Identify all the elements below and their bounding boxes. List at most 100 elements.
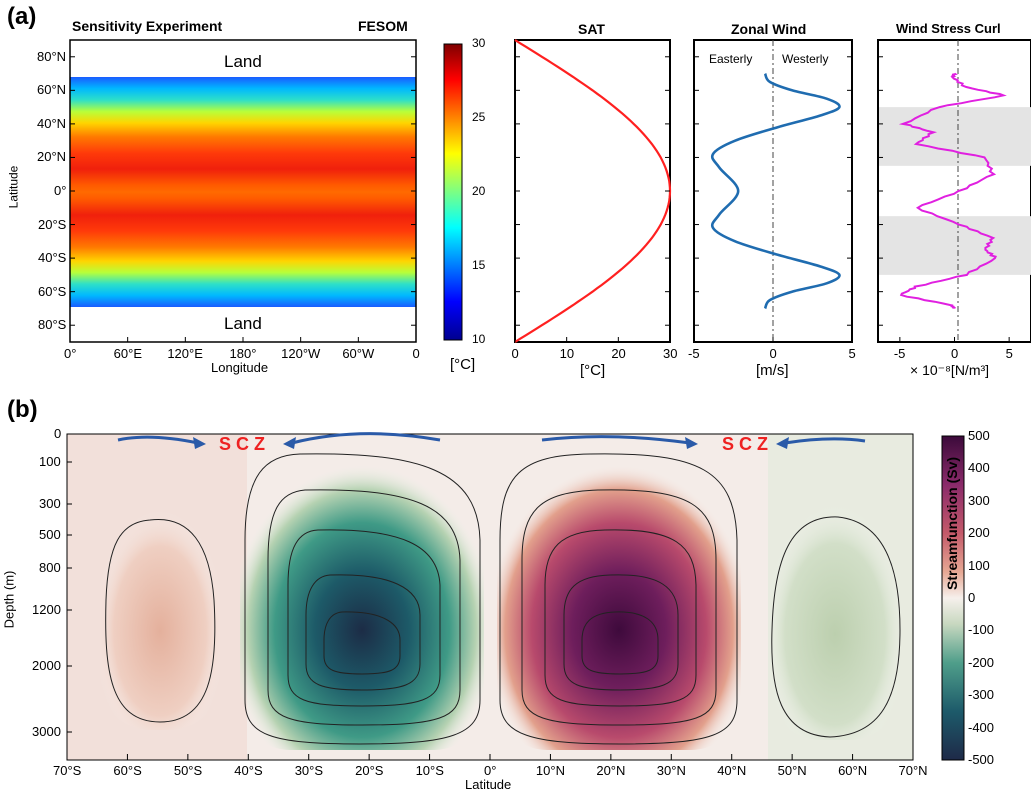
zonal-wind-curve [710,72,841,310]
land-top-label: Land [224,52,262,71]
streamfunction-ytick-label: 3000 [32,724,61,739]
streamfunction-xtick-label: 50°N [777,763,807,778]
streamfunction-colorbar-tick: 0 [968,590,976,605]
contour-south-3 [287,529,441,707]
contour-south-1 [244,453,481,745]
wind-stress-curl-curve [898,72,1007,309]
temperature-colorbar [443,43,463,341]
panel-a-letter: (a) [7,3,37,30]
map-ytick-label: 60°N [37,82,67,98]
curl-title: Wind Stress Curl [896,21,1001,36]
streamfunction-ytick-label: 300 [39,496,61,511]
map-ytick-label: 40°S [38,250,67,266]
streamfunction-xlabel: Latitude [465,777,512,792]
easterly-label: Easterly [709,52,753,66]
streamfunction-ytick-label: 100 [39,454,61,469]
arrow-2 [291,432,441,445]
temperature-colorbar-tick: 30 [472,36,486,50]
scz-right-label: S C Z [722,434,769,454]
ocean-temperature-field [70,77,416,307]
streamfunction-colorbar-tick: 400 [968,460,990,476]
streamfunction-xtick-label: 20°N [596,763,626,778]
arrow-head-1 [193,437,206,449]
map-xtick-label: 120°E [167,346,203,361]
scz-left-label: S C Z [219,434,266,454]
zonal-wind-title: Zonal Wind [731,21,807,37]
cell-northern-subpolar [770,505,900,740]
streamfunction-xtick-label: 70°S [53,763,82,778]
cell-southern-subtropical [240,450,484,750]
panel-b-letter: (b) [7,396,38,423]
streamfunction-colorbar-tick: -500 [968,752,995,767]
map-ytick-label: 60°S [38,283,67,299]
zonal-wind-ticks [693,56,853,342]
arrow-3 [541,435,691,445]
contour-north-5 [581,611,659,675]
temperature-colorbar-tick: 25 [472,110,486,124]
streamfunction-colorbar-tick: -200 [968,654,995,670]
arrow-head-4 [776,437,789,449]
wind-arrows [117,432,866,445]
map-ytick-label: 80°S [38,317,67,333]
streamfunction-colorbar-label: Streamfunction (Sv) [944,456,960,590]
streamfunction-xtick-label: 0° [484,763,497,778]
streamfunction-xtick-label: 60°S [113,763,142,778]
contour-north-3 [544,529,697,707]
curl-shaded-band-south [879,216,1031,275]
contour-south-5 [323,611,401,675]
map-ytick-label: 20°N [37,149,67,165]
streamfunction-colorbar-tick: -400 [968,719,995,735]
streamfunction-xtick-label: 70°N [898,763,928,778]
map-ylabel: Latitude [6,165,21,209]
streamfunction-ytick-label: 0 [54,426,62,441]
temperature-colorbar-tick: 20 [472,184,486,198]
zonal-wind-xtick-label: 5 [848,346,856,361]
map-xtick-label: 0° [64,346,77,361]
streamfunction-xtick-label: 30°N [656,763,686,778]
arrow-1 [117,435,199,445]
sat-xtick-label: 30 [663,346,678,361]
contour-subpolar-north [771,516,901,738]
zonal-wind-panel [693,39,853,343]
zonal-wind-xtick-label: 0 [769,346,777,361]
temperature-colorbar-unit: [°C] [450,356,476,373]
contour-north-1 [499,453,738,745]
curl-xtick-label: -5 [893,346,906,361]
streamfunction-colorbar-tick: -300 [968,687,995,703]
contour-south-2 [267,489,461,726]
map-ytick-label: 0° [54,183,67,198]
streamfunction-ylabel: Depth (m) [1,570,17,629]
arrow-head-2 [283,437,296,449]
sat-frame [514,39,671,343]
streamfunction-xtick-label: 10°N [535,763,565,778]
streamfunction-ticks [66,433,914,760]
temperature-colorbar-tick: 15 [472,258,486,272]
temperature-map [69,39,417,343]
arrow-head-3 [685,437,698,449]
streamfunction-colorbar-tick: 500 [968,428,990,443]
map-ytick-label: 20°S [38,216,67,232]
map-title-right: FESOM [358,18,408,34]
map-xlabel: Longitude [211,360,269,375]
map-xtick-label: 120°W [281,346,321,361]
streamfunction-colorbar-tick: 200 [968,525,990,541]
sat-xtick-label: 0 [511,346,519,361]
arrow-heads [193,437,789,449]
curl-frame [877,39,1031,343]
map-ytick-label: 80°N [37,48,67,64]
streamfunction-colorbar [941,435,965,761]
streamfunction-panel [66,432,914,761]
streamfunction-colorbar-tick: 100 [968,557,990,573]
map-tick-marks [69,56,417,342]
map-xtick-label: 0 [412,346,420,361]
sat-title: SAT [578,21,605,37]
streamfunction-ytick-label: 2000 [32,658,61,673]
streamfunction-xtick-label: 20°S [355,763,384,778]
cell-southern-subpolar [100,510,220,730]
contour-subpolar-south [105,518,216,723]
streamfunction-colorbar-tick: 300 [968,492,990,508]
curl-xtick-label: 0 [951,346,959,361]
streamfunction-ytick-label: 1200 [32,602,61,617]
sat-xlabel: [°C] [580,362,606,379]
